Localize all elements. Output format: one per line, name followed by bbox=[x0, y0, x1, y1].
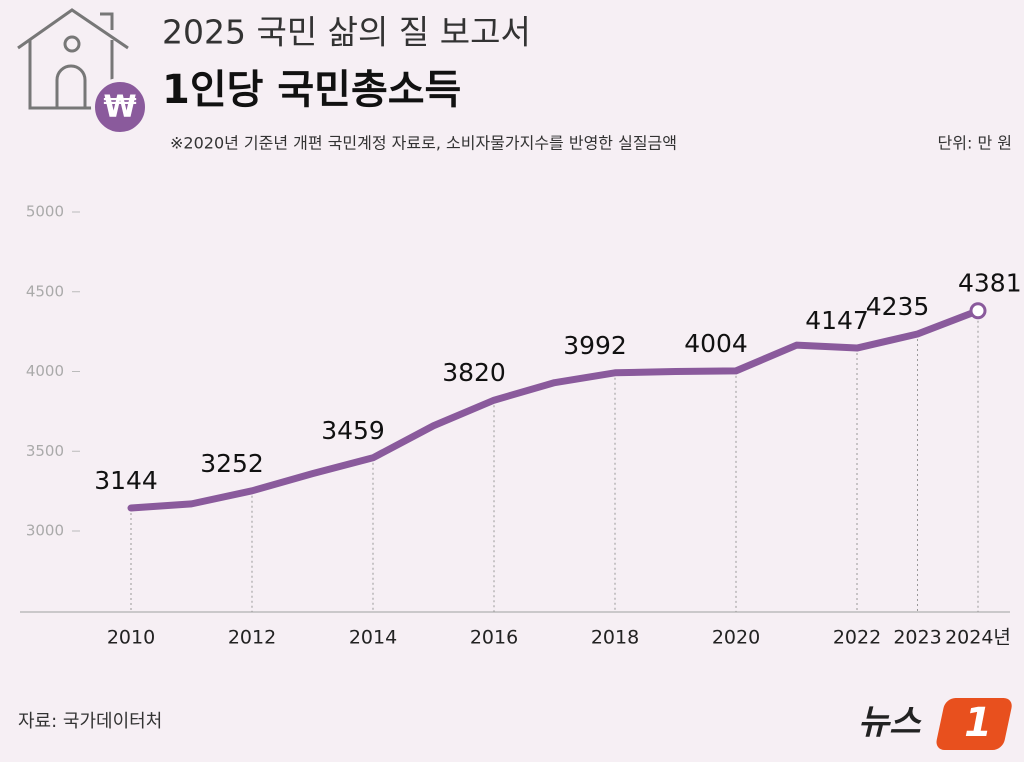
value-label: 4004 bbox=[684, 329, 748, 358]
y-tick-label: 4500 bbox=[26, 282, 64, 300]
x-tick-label: 2010 bbox=[107, 627, 155, 649]
x-tick-label: 2018 bbox=[591, 627, 639, 649]
x-tick-label: 2024년 bbox=[945, 627, 1011, 649]
won-icon bbox=[91, 78, 149, 136]
unit: 단위: 만 원 bbox=[938, 134, 1012, 153]
subtitle: 1인당 국민총소득 bbox=[162, 67, 461, 113]
x-tick-label: 2020 bbox=[712, 627, 760, 649]
value-label: 3459 bbox=[321, 416, 385, 445]
y-tick-label: 3500 bbox=[26, 442, 64, 460]
y-tick-label: 5000 bbox=[26, 203, 64, 221]
logo-text: 뉴스 bbox=[858, 703, 922, 743]
x-tick-label: 2016 bbox=[470, 627, 518, 649]
x-tick-label: 2022 bbox=[833, 627, 881, 649]
won-symbol: ₩ bbox=[103, 90, 136, 125]
line bbox=[127, 307, 982, 512]
x-tick-label: 2012 bbox=[228, 627, 276, 649]
y-tick-label: 4000 bbox=[26, 362, 64, 380]
value-label: 3144 bbox=[94, 466, 158, 495]
house-icon bbox=[17, 8, 129, 110]
value-label: 4147 bbox=[805, 306, 869, 335]
value-label: 4235 bbox=[866, 292, 930, 321]
value-label: 3252 bbox=[200, 449, 264, 478]
y-tick-label: 3000 bbox=[26, 522, 64, 540]
x-tick-label: 2014 bbox=[349, 627, 397, 649]
value-label: 3992 bbox=[563, 331, 627, 360]
logo-box bbox=[936, 698, 1012, 750]
end-marker bbox=[969, 302, 987, 320]
value-label: 4381 bbox=[958, 269, 1022, 298]
logo-mark: 1 bbox=[964, 700, 992, 746]
title: 2025 국민 삶의 질 보고서 bbox=[162, 13, 531, 52]
note: ※2020년 기준년 개편 국민계정 자료로, 소비자물가지수를 반영한 실질금… bbox=[170, 134, 677, 153]
source: 자료: 국가데이터처 bbox=[18, 711, 162, 732]
x-tick-label: 2023 bbox=[893, 627, 941, 649]
value-label: 3820 bbox=[442, 358, 506, 387]
